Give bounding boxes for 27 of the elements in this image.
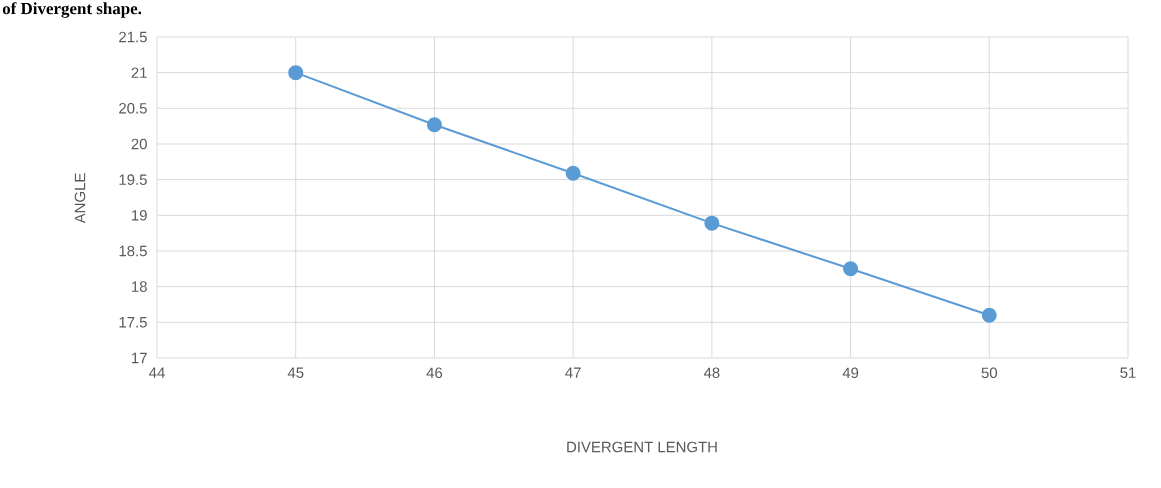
y-tick-label: 19.5	[119, 174, 147, 185]
y-tick-label: 18.5	[119, 245, 147, 257]
x-tick-label: 47	[565, 367, 581, 378]
y-tick-label: 19	[132, 210, 147, 221]
point	[843, 261, 859, 277]
x-tick-label: 44	[149, 367, 165, 378]
y-axis-title: ANGLE	[74, 173, 86, 224]
x-tick-label: 45	[287, 367, 304, 378]
point	[704, 215, 720, 231]
point	[565, 165, 581, 181]
y-tick-label: 21	[131, 67, 147, 78]
chart-title: of Divergent shape.	[2, 2, 142, 18]
point	[426, 117, 442, 133]
x-tick-label: 48	[703, 367, 720, 379]
x-tick-label: 50	[981, 367, 998, 379]
y-tick-label: 17	[132, 352, 147, 364]
y-tick-label: 20	[131, 138, 147, 150]
x-tick-label: 49	[842, 367, 859, 379]
x-tick-label: 51	[1120, 367, 1136, 378]
y-tick-label: 20.5	[119, 103, 147, 114]
y-tick-label: 17.5	[119, 317, 147, 328]
x-axis-title: DIVERGENT LENGTH	[567, 441, 717, 453]
y-tick-label: 18	[132, 281, 147, 292]
y-tick-label: 21.5	[119, 31, 147, 43]
point	[981, 307, 997, 323]
point	[288, 65, 304, 81]
x-tick-label: 46	[426, 367, 443, 379]
